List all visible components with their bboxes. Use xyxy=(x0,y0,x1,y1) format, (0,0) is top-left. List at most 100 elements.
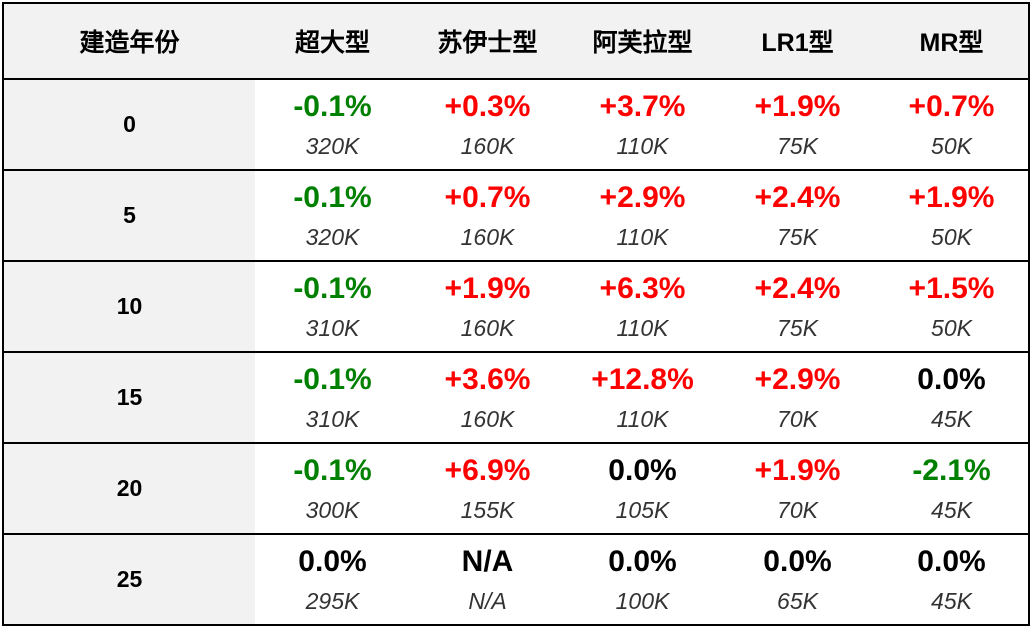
header-row: 建造年份 超大型 苏伊士型 阿芙拉型 LR1型 MR型 xyxy=(3,3,1029,80)
price-value: 65K xyxy=(777,587,818,614)
table-cell: +6.9% 155K xyxy=(410,443,565,535)
table-cell: N/A N/A xyxy=(410,534,565,625)
percent-change: -0.1% xyxy=(293,362,372,396)
table-cell: -0.1% 310K xyxy=(255,261,410,353)
percent-change: +0.3% xyxy=(444,89,531,123)
table-cell: +0.7% 50K xyxy=(875,79,1029,171)
price-value: 75K xyxy=(777,132,818,159)
percent-change: 0.0% xyxy=(608,453,677,487)
table-cell: +1.9% 160K xyxy=(410,261,565,353)
table-cell: +1.9% 75K xyxy=(720,79,875,171)
percent-change: +2.9% xyxy=(754,362,841,396)
column-header-mr: MR型 xyxy=(875,3,1029,80)
table-cell: +2.9% 110K xyxy=(565,170,720,262)
table-row: 20 -0.1% 300K +6.9% 155K 0.0% 105K +1.9% 70K -2.1… xyxy=(3,443,1029,535)
table-cell: -0.1% 310K xyxy=(255,352,410,444)
table-cell: +3.6% 160K xyxy=(410,352,565,444)
percent-change: +3.7% xyxy=(599,89,686,123)
price-value: 45K xyxy=(931,496,972,523)
table-cell: +1.9% 70K xyxy=(720,443,875,535)
table-row: 15 -0.1% 310K +3.6% 160K +12.8% 110K +2.9% 70K 0.… xyxy=(3,352,1029,444)
table-cell: +2.9% 70K xyxy=(720,352,875,444)
table-row: 0 -0.1% 320K +0.3% 160K +3.7% 110K +1.9% 75K +0.7… xyxy=(3,79,1029,171)
column-header-lr1: LR1型 xyxy=(720,3,875,80)
table-cell: 0.0% 100K xyxy=(565,534,720,625)
row-year-label: 15 xyxy=(3,352,255,444)
table-row: 25 0.0% 295K N/A N/A 0.0% 100K 0.0% 65K 0.0% 45K xyxy=(3,534,1029,625)
price-value: 50K xyxy=(931,314,972,341)
price-value: 160K xyxy=(460,405,515,432)
price-value: 105K xyxy=(615,496,670,523)
percent-change: +2.4% xyxy=(754,180,841,214)
percent-change: +2.9% xyxy=(599,180,686,214)
price-value: 320K xyxy=(305,223,360,250)
table-cell: 0.0% 295K xyxy=(255,534,410,625)
table-cell: -0.1% 320K xyxy=(255,170,410,262)
price-value: 295K xyxy=(305,587,360,614)
table-cell: +12.8% 110K xyxy=(565,352,720,444)
table-row: 10 -0.1% 310K +1.9% 160K +6.3% 110K +2.4% 75K +1.… xyxy=(3,261,1029,353)
percent-change: +6.9% xyxy=(444,453,531,487)
row-year-label: 0 xyxy=(3,79,255,171)
price-value: 45K xyxy=(931,405,972,432)
table-cell: 0.0% 45K xyxy=(875,352,1029,444)
percent-change: 0.0% xyxy=(298,544,367,578)
table-cell: +2.4% 75K xyxy=(720,170,875,262)
percent-change: 0.0% xyxy=(917,362,986,396)
price-value: 100K xyxy=(615,587,670,614)
percent-change: +12.8% xyxy=(591,362,694,396)
price-value: 110K xyxy=(616,223,669,250)
table-cell: +0.7% 160K xyxy=(410,170,565,262)
column-header-vlcc: 超大型 xyxy=(255,3,410,80)
row-year-label: 20 xyxy=(3,443,255,535)
price-value: 160K xyxy=(460,314,515,341)
table-cell: +0.3% 160K xyxy=(410,79,565,171)
percent-change: +1.9% xyxy=(754,89,841,123)
price-value: 155K xyxy=(460,496,515,523)
percent-change: +3.6% xyxy=(444,362,531,396)
price-value: 160K xyxy=(460,223,515,250)
percent-change: +1.9% xyxy=(444,271,531,305)
table-cell: +6.3% 110K xyxy=(565,261,720,353)
percent-change: -0.1% xyxy=(293,453,372,487)
table-cell: -0.1% 320K xyxy=(255,79,410,171)
price-value: 300K xyxy=(305,496,360,523)
table-cell: +2.4% 75K xyxy=(720,261,875,353)
table-row: 5 -0.1% 320K +0.7% 160K +2.9% 110K +2.4% 75K +1.9… xyxy=(3,170,1029,262)
row-year-label: 25 xyxy=(3,534,255,625)
column-header-suezmax: 苏伊士型 xyxy=(410,3,565,80)
percent-change: +1.9% xyxy=(908,180,995,214)
price-value: 110K xyxy=(616,405,669,432)
table-cell: -2.1% 45K xyxy=(875,443,1029,535)
percent-change: +1.5% xyxy=(908,271,995,305)
row-year-label: 5 xyxy=(3,170,255,262)
table-cell: 0.0% 45K xyxy=(875,534,1029,625)
percent-change: -0.1% xyxy=(293,89,372,123)
price-value: 75K xyxy=(777,314,818,341)
price-value: 310K xyxy=(305,314,360,341)
price-value: 160K xyxy=(460,132,515,159)
table-cell: 0.0% 105K xyxy=(565,443,720,535)
price-value: 70K xyxy=(777,496,818,523)
percent-change: +1.9% xyxy=(754,453,841,487)
table-body: 0 -0.1% 320K +0.3% 160K +3.7% 110K +1.9% 75K +0.7… xyxy=(3,79,1029,625)
year-column-header: 建造年份 xyxy=(3,3,255,80)
percent-change: -2.1% xyxy=(912,453,991,487)
price-value: 50K xyxy=(931,132,972,159)
table-cell: +3.7% 110K xyxy=(565,79,720,171)
price-value: 110K xyxy=(616,314,669,341)
percent-change: 0.0% xyxy=(608,544,677,578)
percent-change: +2.4% xyxy=(754,271,841,305)
price-value: N/A xyxy=(468,587,507,614)
price-value: 75K xyxy=(777,223,818,250)
table-cell: -0.1% 300K xyxy=(255,443,410,535)
percent-change: -0.1% xyxy=(293,271,372,305)
percent-change: 0.0% xyxy=(917,544,986,578)
percent-change: 0.0% xyxy=(763,544,832,578)
price-value: 110K xyxy=(616,132,669,159)
price-value: 320K xyxy=(305,132,360,159)
row-year-label: 10 xyxy=(3,261,255,353)
column-header-aframax: 阿芙拉型 xyxy=(565,3,720,80)
percent-change: +0.7% xyxy=(444,180,531,214)
